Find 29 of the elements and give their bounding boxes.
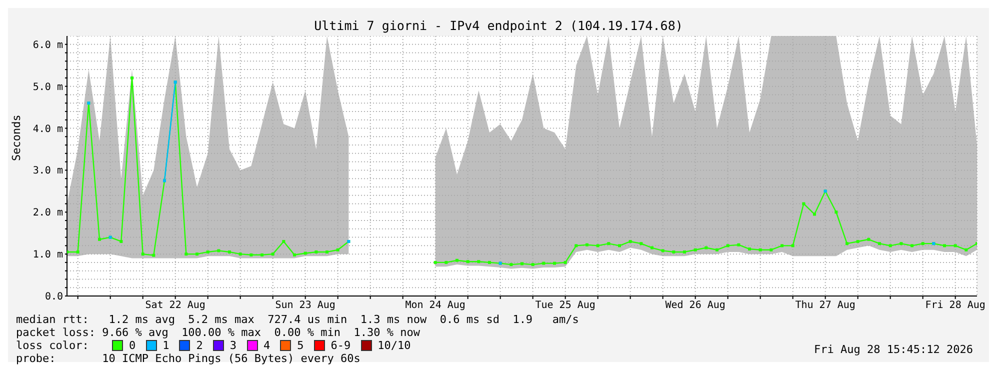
legend-label: 4: [262, 339, 270, 352]
legend-label: 6-9: [330, 339, 351, 352]
y-tick-label: 4.0 m: [32, 124, 63, 135]
chart-title: Ultimi 7 giorni - IPv4 endpoint 2 (104.19.174.68): [313, 17, 684, 35]
x-tick-label: Tue 25 Aug: [535, 300, 596, 312]
x-tick-label: Mon 24 Aug: [405, 300, 466, 312]
text: packet loss: 9.66 % avg 100.00 % max 0.00 % min 1.30 % now: [16, 326, 421, 339]
y-tick-label: 6.0 m: [32, 40, 63, 51]
x-tick-label: Sat 22 Aug: [145, 300, 206, 312]
legend-label: 2: [195, 339, 203, 352]
text: Fri Aug 28 15:45:12 2026: [814, 343, 973, 356]
y-axis-title: Seconds: [10, 114, 23, 161]
legend-label: 0: [128, 339, 136, 352]
x-tick-label: Wed 26 Aug: [665, 300, 726, 312]
legend-label: 1: [162, 339, 170, 352]
legend-label: 5: [296, 339, 304, 352]
legend-label: 10/10: [376, 339, 411, 352]
x-tick-label: Thu 27 Aug: [795, 300, 856, 312]
y-tick-label: 3.0 m: [32, 166, 63, 177]
text: probe: 10 ICMP Echo Pings (56 Bytes) every 60s: [16, 352, 360, 365]
x-tick-label: Fri 28 Aug: [925, 300, 986, 312]
y-tick-label: 1.0 m: [32, 250, 63, 261]
legend-label: 3: [228, 339, 236, 352]
y-tick-label: 5.0 m: [32, 82, 63, 93]
text: median rtt: 1.2 ms avg 5.2 ms max 727.4 us min 1.3 ms now 0.6 ms sd 1.9 am/s: [16, 313, 580, 326]
y-tick-label: 2.0 m: [32, 208, 63, 219]
legend-title: loss color:: [16, 339, 90, 352]
x-tick-label: Sun 23 Aug: [275, 300, 336, 312]
y-tick-label: 0.0: [44, 292, 63, 303]
